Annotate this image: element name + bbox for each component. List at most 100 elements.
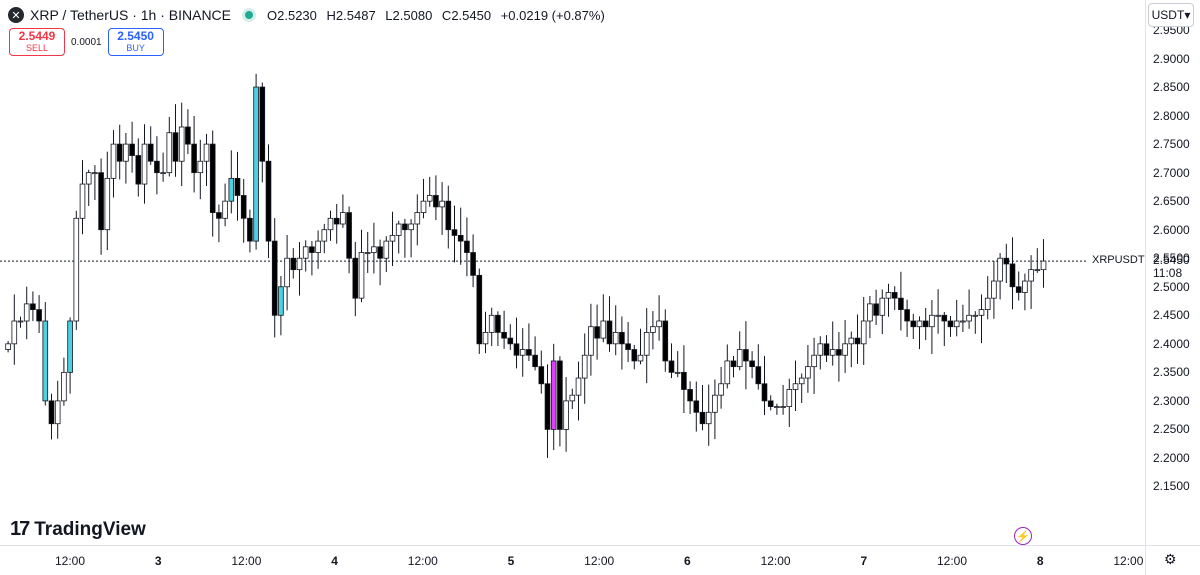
price-tick-label: 2.6500	[1153, 194, 1190, 209]
price-tick-label: 2.5000	[1153, 279, 1190, 294]
symbol-title[interactable]: XRP / TetherUS · 1h · BINANCE	[30, 7, 231, 23]
candle-body	[116, 143, 123, 162]
candle-body	[79, 183, 86, 219]
candle	[507, 324, 514, 350]
candle	[749, 351, 755, 379]
candle	[364, 231, 371, 273]
candle	[625, 322, 631, 362]
candle-body	[891, 292, 898, 299]
candle	[885, 283, 892, 317]
candle-body	[302, 246, 309, 259]
candle-body	[209, 143, 216, 213]
candle-body	[513, 343, 520, 356]
candle	[147, 126, 154, 165]
candle-body	[569, 394, 576, 402]
candle	[755, 344, 762, 390]
candlestick-chart[interactable]	[0, 0, 1145, 545]
scale-settings[interactable]: ⚙	[1145, 545, 1200, 575]
candle-body	[371, 246, 377, 253]
candle	[637, 328, 644, 365]
candle	[1040, 239, 1047, 288]
candle-body	[792, 383, 799, 390]
candle	[203, 133, 210, 186]
candle	[960, 304, 966, 333]
candle	[321, 223, 328, 254]
candle	[54, 380, 61, 439]
bar-countdown: 11:08	[1153, 266, 1183, 281]
buy-button[interactable]: 2.5450 BUY	[107, 28, 164, 56]
candle	[544, 364, 551, 458]
candle-body	[873, 303, 879, 316]
candle	[836, 332, 842, 382]
price-tick-label: 2.3000	[1153, 393, 1190, 408]
candle-body	[203, 143, 210, 162]
candle-body	[333, 217, 340, 225]
candle-body	[191, 143, 197, 174]
candle-body	[997, 257, 1003, 282]
candle-body	[526, 349, 532, 356]
price-change: +0.0219 (+0.87%)	[500, 7, 605, 23]
last-price-symbol-label: XRPUSDT	[1092, 254, 1145, 267]
price-tick-label: 2.1500	[1153, 479, 1190, 494]
candle-body	[17, 320, 24, 323]
candle-body	[420, 200, 427, 213]
candle	[916, 316, 923, 350]
candle-body	[54, 400, 61, 425]
candle	[867, 295, 873, 339]
candle	[470, 234, 476, 288]
candle-body	[5, 343, 11, 350]
candle	[476, 268, 483, 354]
candle	[538, 350, 545, 394]
candle	[557, 356, 563, 447]
candle-body	[234, 177, 241, 196]
lightning-icon[interactable]: ⚡	[1014, 527, 1032, 545]
candle-body	[507, 337, 514, 345]
candle-body	[811, 354, 817, 368]
candle	[792, 360, 799, 411]
tradingview-logo[interactable]: 17 TradingView	[10, 518, 146, 541]
candle-body	[631, 349, 638, 362]
candle	[85, 169, 92, 206]
candle	[798, 373, 805, 403]
candle-body	[935, 314, 941, 317]
candle-body	[699, 411, 706, 425]
gear-icon[interactable]: ⚙	[1164, 551, 1177, 567]
xrp-logo-icon: ✕	[8, 7, 24, 23]
candle-body	[451, 229, 458, 236]
candle	[178, 102, 185, 187]
price-scale[interactable]: 2.1500 2.2000 2.2500 2.3000 2.3500 2.4000 2.45…	[1145, 0, 1200, 545]
candle-body	[129, 143, 135, 156]
time-tick-label: 4	[331, 554, 338, 568]
price-tick-label: 2.5500	[1153, 251, 1190, 266]
candle-body	[1009, 263, 1016, 288]
candle	[966, 289, 972, 329]
candle-body	[743, 349, 749, 362]
candle	[904, 299, 910, 337]
candle	[302, 240, 309, 272]
candle	[259, 82, 266, 183]
time-scale[interactable]: 12:00 3 12:00 4 12:00 5 12:00 6 12:00 7 12:00 8 12:0…	[0, 545, 1145, 575]
candle	[600, 294, 607, 343]
candle-body	[991, 280, 997, 299]
candle-body	[674, 371, 681, 374]
spread-value: 0.0001	[71, 36, 102, 48]
candle-body	[296, 257, 303, 271]
candle-body	[222, 200, 228, 219]
candle	[315, 230, 321, 269]
candle-body	[854, 337, 861, 345]
candle	[296, 242, 303, 296]
candle-body	[495, 314, 501, 333]
sell-button[interactable]: 2.5449 SELL	[9, 28, 65, 56]
price-tick-label: 2.3500	[1153, 365, 1190, 380]
last-price-value: 2.5450	[1153, 253, 1190, 268]
candle	[408, 219, 414, 258]
candle-body	[774, 406, 780, 408]
candle-body	[922, 320, 929, 328]
candle	[253, 73, 259, 250]
candle-body	[637, 354, 644, 362]
currency-selector[interactable]: USDT ▾	[1148, 3, 1194, 27]
candle-body	[557, 360, 563, 430]
candle-body	[898, 297, 904, 310]
candle-body	[867, 303, 873, 322]
candle	[23, 286, 30, 340]
